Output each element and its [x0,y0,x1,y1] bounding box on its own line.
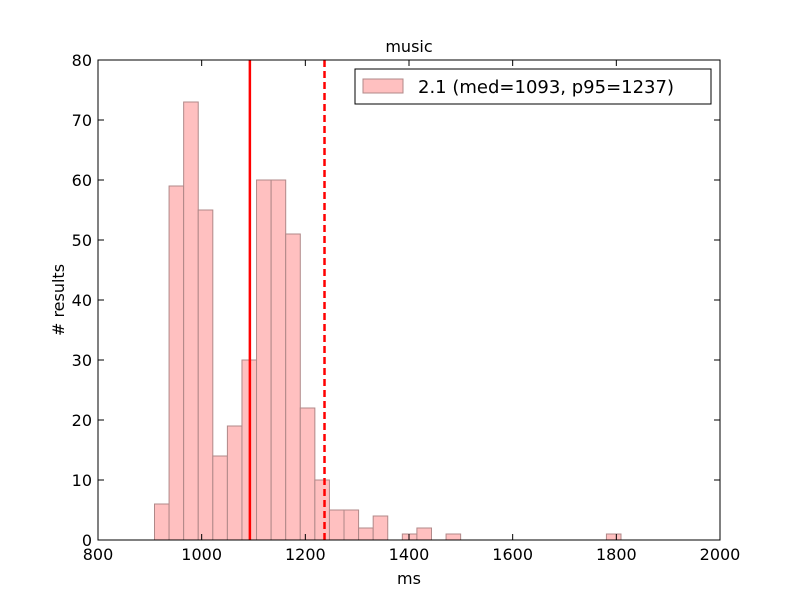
bar [285,233,301,541]
bar [183,101,199,541]
x-tick-label: 1000 [181,545,222,564]
y-axis-label: # results [49,264,68,336]
y-tick-label: 10 [72,471,92,490]
bar [372,515,389,541]
bar [343,509,360,541]
y-tick-label: 40 [72,291,92,310]
bar [226,425,243,541]
x-tick-label: 1200 [285,545,326,564]
y-tick-label: 20 [72,411,92,430]
y-tick-label: 50 [72,231,92,250]
bar [270,179,287,541]
bar [605,533,622,541]
x-axis-label: ms [397,569,421,588]
x-tick-label: 800 [83,545,114,564]
bar [314,479,330,541]
legend-swatch [362,78,404,94]
y-tick-label: 80 [72,51,92,70]
x-tick-label: 1600 [492,545,533,564]
legend-box [354,68,712,105]
y-tick-label: 60 [72,171,92,190]
y-tick-label: 30 [72,351,92,370]
bar [299,407,316,541]
bar [168,185,185,541]
x-tick-label: 1800 [596,545,637,564]
bar [197,209,214,541]
chart-title: music [385,37,432,56]
x-tick-label: 1400 [389,545,430,564]
y-tick-label: 70 [72,111,92,130]
bar [153,503,170,541]
legend-label: 2.1 (med=1093, p95=1237) [418,77,674,98]
bar [416,527,432,541]
y-tick-label: 0 [82,531,92,550]
bar [328,509,345,541]
bar [358,527,374,541]
bar [256,179,272,541]
x-tick-label: 2000 [700,545,741,564]
bar [401,533,418,541]
bar [445,533,462,541]
bar [212,455,228,541]
